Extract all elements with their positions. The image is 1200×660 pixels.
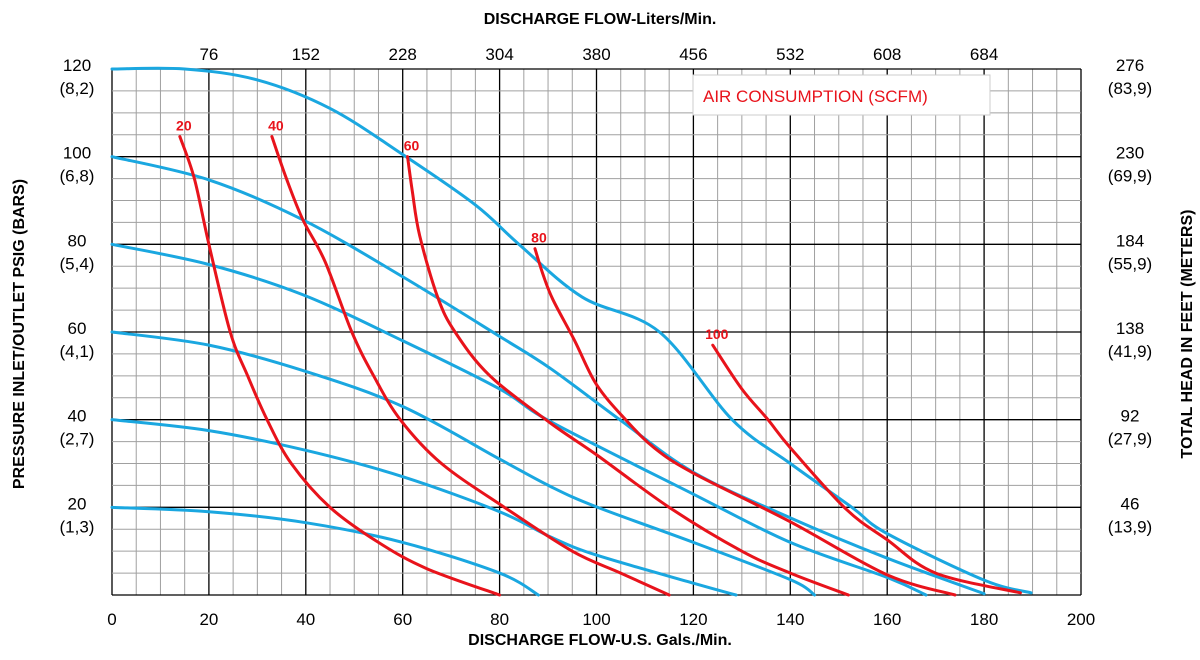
y-right-tick-m: (69,9) xyxy=(1108,167,1152,186)
x-tick-label: 200 xyxy=(1067,610,1095,629)
y-left-tick-psi: 40 xyxy=(68,407,87,426)
x-top-tick-label: 608 xyxy=(873,45,901,64)
x-top-tick-label: 304 xyxy=(485,45,513,64)
x-tick-label: 140 xyxy=(776,610,804,629)
labels: 0 20 40 60 80 100 120 140 160 180 200 76 152 228 304 38… xyxy=(60,45,1153,629)
pressure-curve xyxy=(110,66,1033,595)
x-top-tick-label: 532 xyxy=(776,45,804,64)
x-tick-label: 160 xyxy=(873,610,901,629)
x-tick-label: 40 xyxy=(296,610,315,629)
y-right-tick-ft: 92 xyxy=(1121,407,1140,426)
top-axis-title: DISCHARGE FLOW-Liters/Min. xyxy=(484,11,717,28)
air-curve-label: 20 xyxy=(176,118,192,134)
y-left-tick-bar: (6,8) xyxy=(60,167,95,186)
y-left-tick-bar: (8,2) xyxy=(60,79,95,98)
y-right-tick-m: (55,9) xyxy=(1108,254,1152,273)
pressure-curve xyxy=(110,418,738,597)
y-right-tick-ft: 276 xyxy=(1116,56,1144,75)
y-left-tick-psi: 60 xyxy=(68,319,87,338)
x-top-tick-label: 152 xyxy=(292,45,320,64)
x-tick-label: 60 xyxy=(393,610,412,629)
x-axis-title: DISCHARGE FLOW-U.S. Gals./Min. xyxy=(468,632,732,649)
air-consumption-curve xyxy=(533,247,957,597)
y-right-tick-m: (41,9) xyxy=(1108,342,1152,361)
air-consumption-curve xyxy=(406,155,850,597)
curves xyxy=(110,66,1033,597)
y-right-tick-m: (13,9) xyxy=(1108,517,1152,536)
legend-box: AIR CONSUMPTION (SCFM) xyxy=(692,74,991,116)
air-curve-label: 60 xyxy=(404,138,420,154)
air-consumption-curve xyxy=(270,135,671,597)
pressure-curve xyxy=(110,330,817,597)
y-left-tick-psi: 80 xyxy=(68,231,87,250)
x-tick-label: 100 xyxy=(582,610,610,629)
y-right-tick-m: (83,9) xyxy=(1108,79,1152,98)
pressure-curve xyxy=(110,155,986,596)
x-tick-label: 80 xyxy=(490,610,509,629)
y-right-tick-ft: 230 xyxy=(1116,144,1144,163)
y-right-tick-m: (27,9) xyxy=(1108,430,1152,449)
x-top-tick-label: 380 xyxy=(582,45,610,64)
air-consumption-curve xyxy=(178,135,502,597)
x-top-tick-label: 76 xyxy=(199,45,218,64)
x-top-tick-label: 228 xyxy=(389,45,417,64)
x-tick-label: 0 xyxy=(107,610,116,629)
x-tick-label: 180 xyxy=(970,610,998,629)
y-left-tick-bar: (1,3) xyxy=(60,517,95,536)
y-right-tick-ft: 184 xyxy=(1116,231,1144,250)
x-top-tick-label: 456 xyxy=(679,45,707,64)
y-left-tick-bar: (5,4) xyxy=(60,254,95,273)
air-curve-label: 40 xyxy=(268,118,284,134)
y-axis-right-title: TOTAL HEAD IN FEET (METERS) xyxy=(1179,210,1196,459)
y-right-tick-ft: 138 xyxy=(1116,319,1144,338)
x-top-tick-label: 684 xyxy=(970,45,998,64)
x-tick-label: 20 xyxy=(199,610,218,629)
air-consumption-curve xyxy=(711,343,1022,595)
y-right-tick-ft: 46 xyxy=(1121,494,1140,513)
legend-text: AIR CONSUMPTION (SCFM) xyxy=(703,87,928,106)
x-tick-label: 120 xyxy=(679,610,707,629)
grid xyxy=(111,68,1082,596)
y-left-tick-psi: 120 xyxy=(63,56,91,75)
y-left-tick-psi: 100 xyxy=(63,144,91,163)
y-axis-left-title: PRESSURE INLET/OUTLET PSIG (BARS) xyxy=(11,179,28,489)
y-left-tick-psi: 20 xyxy=(68,494,87,513)
pressure-curve xyxy=(110,505,540,597)
air-curve-label: 100 xyxy=(705,326,729,342)
y-left-tick-bar: (2,7) xyxy=(60,430,95,449)
y-left-tick-bar: (4,1) xyxy=(60,342,95,361)
air-curve-label: 80 xyxy=(531,230,547,246)
